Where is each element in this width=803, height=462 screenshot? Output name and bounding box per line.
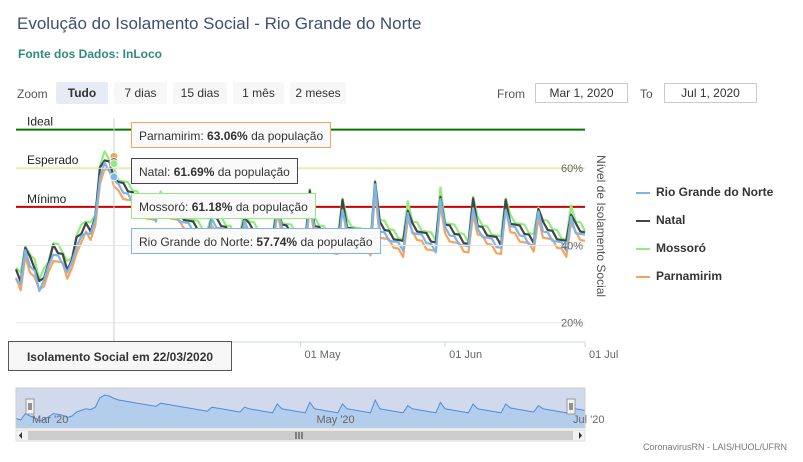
navigator-handle-body [25, 398, 35, 415]
navigator-handle-body [566, 398, 576, 415]
zoom-button-all[interactable]: Tudo [56, 82, 108, 104]
legend-swatch [636, 192, 650, 194]
from-date-input[interactable] [535, 83, 628, 103]
legend-swatch [636, 248, 650, 250]
plot-band-label: Esperado [27, 153, 79, 167]
hover-point [109, 159, 119, 169]
from-label: From [497, 87, 525, 101]
y-axis-title: Nível de Isolamento Social [594, 155, 608, 297]
navigator-handle[interactable] [25, 398, 35, 415]
plot-band-label: Mínimo [27, 192, 67, 206]
crosshair [109, 118, 119, 342]
scrollbar-left-arrow [19, 432, 22, 439]
scrollbar-right-arrow [579, 432, 582, 439]
navigator-tick-label: Mar '20 [32, 414, 68, 426]
hover-point [109, 157, 119, 167]
tooltip-natal: Natal: 61.69% da população [131, 158, 298, 184]
legend-label: Natal [656, 213, 686, 227]
navigator-series [15, 394, 586, 429]
scrollbar-track [15, 429, 586, 442]
navigator-tick-label: Jul '20 [573, 414, 604, 426]
navigator-handle[interactable] [566, 398, 576, 415]
x-axis-date-tooltip: Isolamento Social em 22/03/2020 [8, 341, 232, 371]
tooltip-mossoro: Mossoró: 61.18% da população [131, 193, 316, 219]
navigator-mask [16, 388, 585, 428]
tooltip-rio-grande-do-norte: Rio Grande do Norte: 57.74% da população [131, 228, 381, 254]
zoom-button-15-days[interactable]: 15 dias [173, 82, 227, 104]
zoom-button-1-month[interactable]: 1 mês [233, 82, 284, 104]
series-line [15, 161, 586, 293]
y-tick-label: 40% [561, 240, 583, 252]
hover-point [109, 151, 119, 161]
x-tick-label: 01 May [305, 349, 342, 361]
plot-band-label: Ideal [27, 115, 53, 129]
chart-title: Evolução do Isolamento Social - Rio Gran… [17, 14, 422, 33]
scrollbar-thumb [28, 431, 573, 440]
y-tick-label: 60% [561, 163, 583, 175]
zoom-label: Zoom [17, 87, 48, 101]
chart-subtitle: Fonte dos Dados: InLoco [18, 47, 162, 61]
x-tick-label: 01 Jul [589, 349, 618, 361]
zoom-button-7-days[interactable]: 7 dias [114, 82, 167, 104]
credits[interactable]: CoronavirusRN - LAIS/HUOL/UFRN [642, 442, 787, 452]
tooltip-parnamirim: Parnamirim: 63.06% da população [131, 122, 332, 148]
legend-swatch [636, 276, 650, 278]
hover-point [109, 172, 119, 182]
y-tick-label: 20% [561, 318, 583, 330]
navigator: Mar '20 May '20 Jul '20 [15, 387, 604, 442]
legend-label: Parnamirim [656, 269, 723, 283]
legend-label: Mossoró [656, 241, 707, 255]
legend-swatch [636, 220, 650, 222]
series-line [14, 159, 586, 283]
navigator-outline [15, 387, 586, 429]
x-tick-label: 01 Jun [449, 349, 482, 361]
to-date-input[interactable] [664, 83, 757, 103]
navigator-tick-label: May '20 [317, 414, 355, 426]
to-label: To [640, 87, 653, 101]
navigator-scrollbar[interactable] [15, 429, 586, 442]
legend-label: Rio Grande do Norte [656, 185, 774, 199]
x-axis-ticks: 01 May 01 Jun 01 Jul [300, 342, 618, 361]
series-lines [14, 150, 586, 293]
zoom-button-2-months[interactable]: 2 meses [290, 82, 346, 104]
